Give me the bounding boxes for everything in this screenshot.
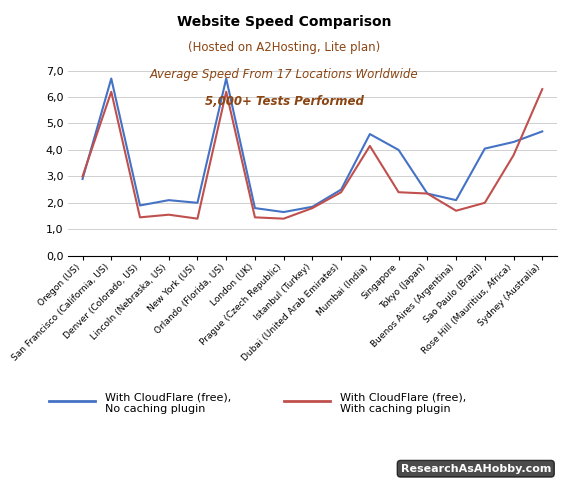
Text: ResearchAsAHobby.com: ResearchAsAHobby.com (400, 464, 551, 474)
Text: Website Speed Comparison: Website Speed Comparison (177, 15, 391, 29)
Text: 5,000+ Tests Performed: 5,000+ Tests Performed (204, 95, 364, 108)
Text: With CloudFlare (free),
No caching plugin: With CloudFlare (free), No caching plugi… (105, 392, 231, 414)
Text: Average Speed From 17 Locations Worldwide: Average Speed From 17 Locations Worldwid… (150, 68, 418, 81)
Text: (Hosted on A2Hosting, Lite plan): (Hosted on A2Hosting, Lite plan) (188, 41, 380, 55)
Text: With CloudFlare (free),
With caching plugin: With CloudFlare (free), With caching plu… (340, 392, 466, 414)
